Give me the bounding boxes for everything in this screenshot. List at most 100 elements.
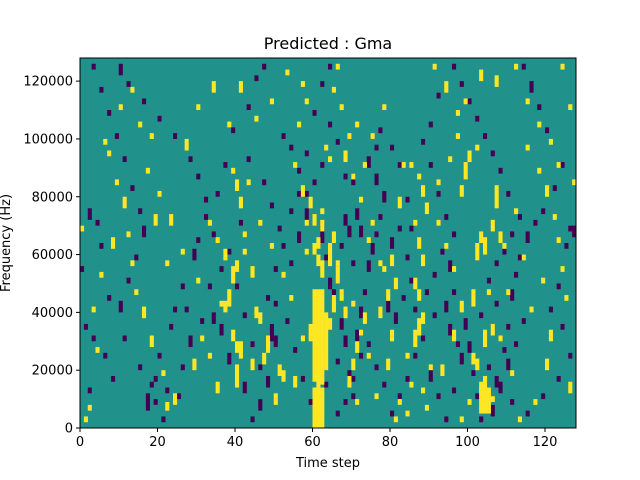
heatmap-cell-negative: [397, 162, 402, 168]
heatmap-cell-negative: [312, 110, 317, 116]
heatmap-cell-negative: [347, 225, 352, 238]
heatmap-cell-negative: [502, 248, 507, 255]
heatmap-cell-negative: [281, 243, 286, 249]
heatmap-cell-positive: [87, 404, 92, 411]
heatmap-cell-negative: [393, 312, 398, 324]
heatmap-cell-positive: [479, 69, 484, 82]
heatmap-cell-negative: [517, 214, 522, 220]
heatmap-cell-negative: [281, 133, 286, 139]
heatmap-cell-negative: [479, 312, 484, 319]
heatmap-cell-positive: [378, 306, 383, 319]
heatmap-cell-positive: [219, 300, 224, 307]
heatmap-cell-positive: [242, 231, 247, 238]
heatmap-cell-negative: [238, 219, 243, 226]
heatmap-cell-positive: [91, 306, 96, 313]
heatmap-cell-negative: [444, 214, 449, 220]
heatmap-cell-negative: [506, 358, 511, 371]
heatmap-cell-positive: [452, 266, 457, 272]
heatmap-cell-positive: [103, 138, 108, 145]
heatmap-cell-negative: [490, 404, 495, 417]
heatmap-cell-positive: [351, 300, 356, 307]
heatmap-cell-negative: [455, 341, 460, 348]
heatmap-cell-positive: [142, 306, 147, 319]
heatmap-cell-positive: [262, 352, 267, 365]
heatmap-cell-negative: [525, 231, 530, 243]
heatmap-cell-negative: [335, 410, 340, 417]
heatmap-cell-negative: [103, 352, 108, 359]
heatmap-cell-negative: [339, 243, 344, 249]
heatmap-cell-positive: [413, 219, 418, 226]
heatmap-cell-positive: [300, 81, 305, 87]
heatmap-cell-positive: [421, 312, 426, 324]
heatmap-cell-positive: [328, 254, 333, 267]
heatmap-cell-negative: [300, 375, 305, 382]
heatmap-cell-positive: [401, 162, 406, 168]
heatmap-cell-positive: [560, 266, 565, 272]
x-tick-label: 80: [382, 435, 399, 450]
heatmap-cell-positive: [413, 329, 418, 348]
heatmap-cell-positive: [459, 300, 464, 313]
heatmap-cell-negative: [99, 243, 104, 249]
heatmap-cell-positive: [417, 318, 422, 336]
heatmap-cell-negative: [490, 150, 495, 157]
heatmap-cell-negative: [118, 63, 123, 76]
heatmap-cell-positive: [510, 370, 515, 376]
heatmap-cell-negative: [258, 364, 263, 371]
heatmap-cell-negative: [378, 127, 383, 134]
heatmap-cell-positive: [378, 260, 383, 267]
heatmap-cell-negative: [506, 323, 511, 330]
heatmap-cell-positive: [211, 81, 216, 93]
heatmap-cell-positive: [320, 208, 325, 215]
heatmap-cell-positive: [343, 306, 348, 319]
heatmap-cell-negative: [568, 225, 573, 232]
heatmap-cell-positive: [258, 219, 263, 226]
y-axis-label: Frequency (Hz): [0, 194, 14, 292]
heatmap-cell-negative: [564, 243, 569, 249]
heatmap-cell-positive: [335, 63, 340, 70]
heatmap-cell-negative: [289, 144, 294, 151]
heatmap-cell-negative: [572, 225, 577, 238]
heatmap-cell-positive: [215, 381, 220, 394]
heatmap-cell-negative: [510, 399, 515, 405]
heatmap-cell-negative: [87, 387, 92, 394]
heatmap-cell-negative: [467, 98, 472, 105]
heatmap-cell-negative: [351, 260, 356, 267]
heatmap-cell-negative: [312, 179, 317, 186]
heatmap-cell-positive: [312, 214, 317, 226]
heatmap-cell-negative: [219, 323, 224, 336]
heatmap-cell-positive: [556, 162, 561, 168]
heatmap-cell-negative: [223, 162, 228, 168]
heatmap-cell-negative: [560, 162, 565, 168]
heatmap-cell-negative: [126, 81, 131, 87]
heatmap-cell-positive: [231, 167, 236, 174]
heatmap-cell-negative: [355, 329, 360, 342]
heatmap-cell-positive: [463, 98, 468, 105]
heatmap-cell-positive: [471, 289, 476, 307]
heatmap-cell-negative: [215, 190, 220, 197]
heatmap-cell-positive: [494, 185, 499, 209]
heatmap-cells: [80, 63, 577, 428]
heatmap-cell-negative: [289, 208, 294, 215]
heatmap-cell-negative: [459, 352, 464, 365]
heatmap-cell-negative: [510, 289, 515, 301]
heatmap-cell-positive: [568, 104, 573, 111]
heatmap-cell-positive: [386, 358, 391, 371]
heatmap-cell-negative: [126, 277, 131, 284]
heatmap-cell-positive: [308, 323, 313, 342]
heatmap-cell-positive: [397, 196, 402, 209]
heatmap-cell-negative: [432, 271, 437, 278]
heatmap-cell-positive: [444, 81, 449, 93]
heatmap-cell-negative: [401, 295, 406, 301]
heatmap-cell-negative: [521, 63, 526, 70]
heatmap-cell-negative: [173, 306, 178, 313]
heatmap-cell-negative: [107, 295, 112, 301]
heatmap-cell-positive: [506, 289, 511, 296]
heatmap-cell-positive: [153, 214, 158, 226]
heatmap-cell-positive: [359, 196, 364, 203]
heatmap-cell-positive: [421, 254, 426, 267]
heatmap-cell-positive: [161, 370, 166, 376]
heatmap-cell-positive: [316, 254, 321, 267]
heatmap-cell-negative: [297, 231, 302, 243]
heatmap-cell-negative: [548, 306, 553, 313]
